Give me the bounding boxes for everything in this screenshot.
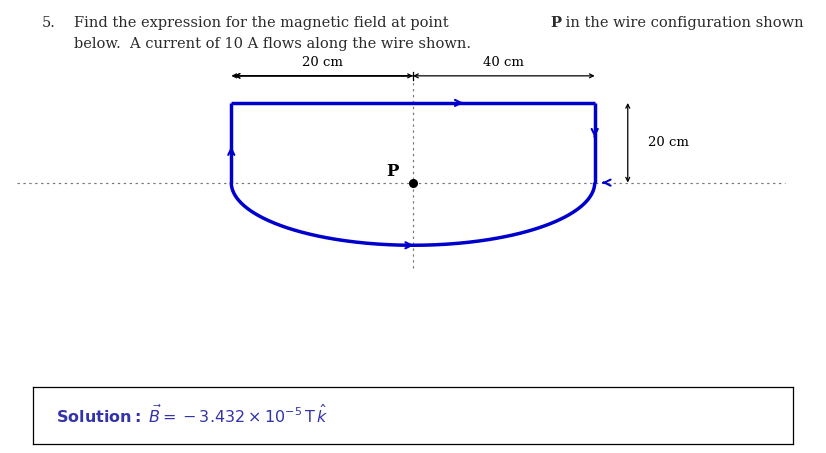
Text: 5.: 5. xyxy=(41,16,55,30)
Text: 40 cm: 40 cm xyxy=(483,56,525,69)
Text: below.  A current of 10 A flows along the wire shown.: below. A current of 10 A flows along the… xyxy=(74,37,472,51)
Text: Find the expression for the magnetic field at point: Find the expression for the magnetic fie… xyxy=(74,16,453,30)
Text: P: P xyxy=(550,16,561,30)
Text: in the wire configuration shown: in the wire configuration shown xyxy=(561,16,804,30)
Text: 20 cm: 20 cm xyxy=(648,136,689,149)
Text: $\mathbf{Solution:}$$\,\,\vec{B} = -3.432 \times 10^{-5}\,\mathrm{T}\,\hat{k}$: $\mathbf{Solution:}$$\,\,\vec{B} = -3.43… xyxy=(56,405,329,427)
Text: 20 cm: 20 cm xyxy=(301,56,343,69)
Text: P: P xyxy=(386,164,398,180)
